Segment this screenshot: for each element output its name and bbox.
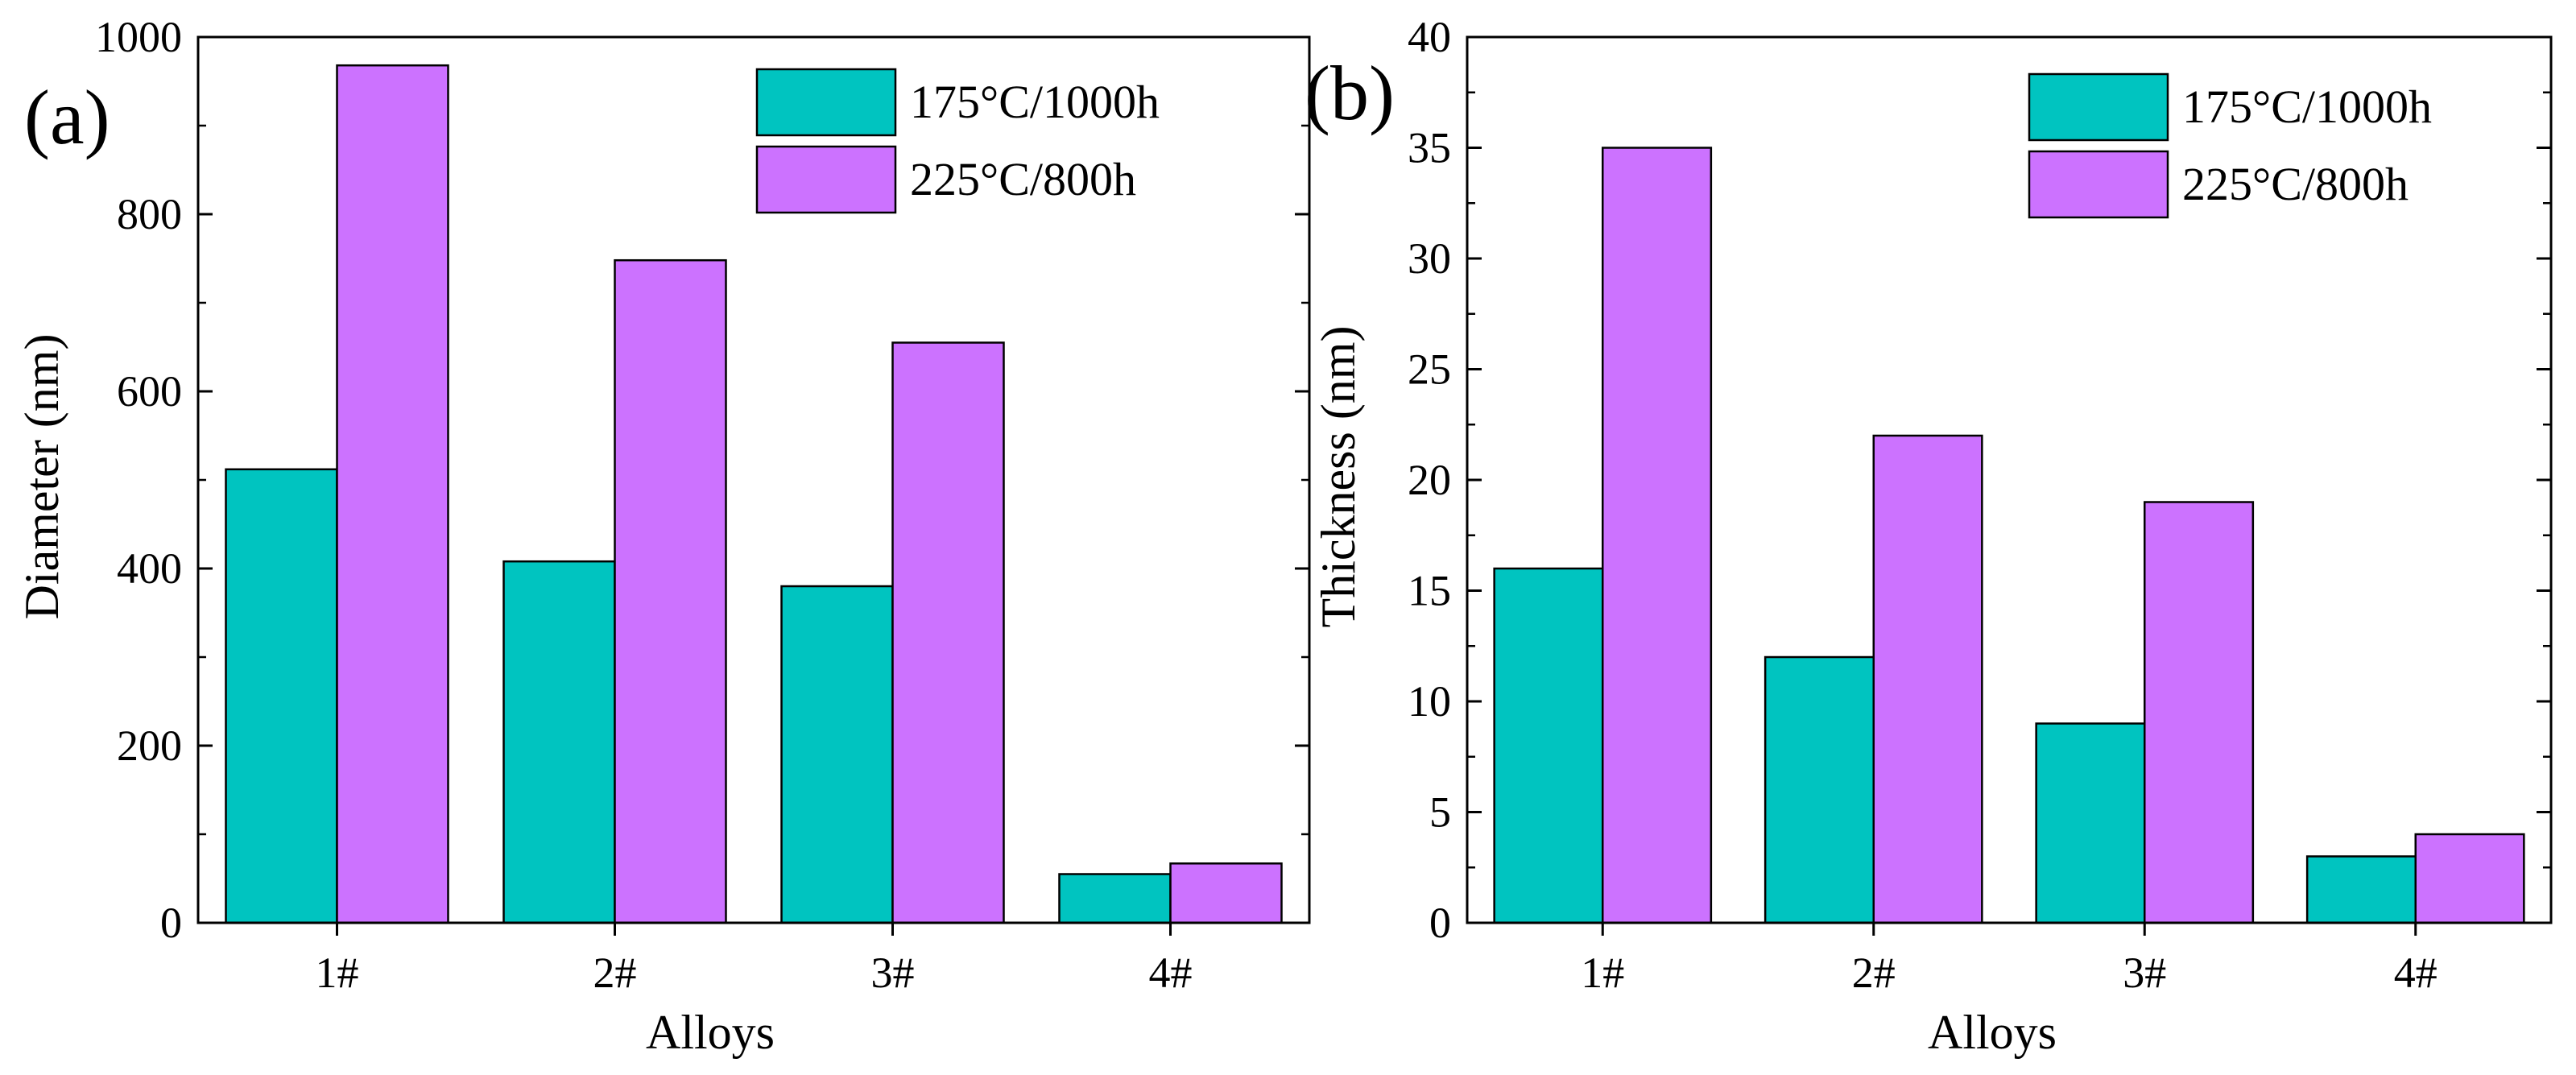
y-tick-label-a: 800 xyxy=(117,190,182,238)
y-tick-label-a: 1000 xyxy=(95,13,182,61)
legend-swatch-a-2 xyxy=(755,145,897,214)
legend-swatch-b-2 xyxy=(2028,150,2169,219)
legend-label-a-1: 175°C/1000h xyxy=(910,76,1160,128)
bar-b-s2-2 xyxy=(1872,434,1983,924)
legend-label-a-2: 225°C/800h xyxy=(910,153,1136,205)
bar-a-s1-4 xyxy=(1058,873,1172,924)
x-axis-title-b: Alloys xyxy=(1928,1006,2057,1059)
y-tick-label-b: 35 xyxy=(1408,124,1451,172)
y-tick-label-b: 15 xyxy=(1408,567,1451,615)
bar-b-s2-1 xyxy=(1602,147,1713,924)
bar-b-s1-3 xyxy=(2035,722,2146,924)
y-tick-label-b: 20 xyxy=(1408,456,1451,504)
plot-frame-b xyxy=(1466,35,2553,924)
y-tick-label-b: 0 xyxy=(1429,899,1451,947)
legend-swatch-b-1 xyxy=(2028,72,2169,142)
legend-swatch-a-1 xyxy=(755,68,897,137)
bar-b-s1-1 xyxy=(1493,567,1604,924)
bar-b-s2-4 xyxy=(2414,833,2525,924)
bars-b xyxy=(1493,147,2525,924)
y-axis-title-a: Diameter (nm) xyxy=(15,334,68,620)
ticks-a: 0 200 400 600 800 1000 1# 2# 3# 4# xyxy=(95,13,1309,997)
y-axis-title-b: Thickness (nm) xyxy=(1312,326,1365,628)
ticks-b: 0 5 10 15 20 25 30 35 40 1# 2# 3# 4# xyxy=(1408,13,2551,997)
bar-a-s2-3 xyxy=(891,341,1005,924)
chart-b: (b) Thickness (nm) Alloys 0 5 10 15 20 25 30 35… xyxy=(1305,13,2553,1059)
bar-a-s1-3 xyxy=(780,585,894,924)
y-tick-label-b: 40 xyxy=(1408,13,1451,61)
bar-a-s2-4 xyxy=(1169,862,1283,924)
legend-label-b-1: 175°C/1000h xyxy=(2182,81,2432,133)
bar-b-s1-4 xyxy=(2305,855,2417,924)
plot-frame-a xyxy=(196,35,1311,924)
legend-label-b-2: 225°C/800h xyxy=(2182,158,2409,210)
x-tick-label-b: 2# xyxy=(1852,949,1896,997)
x-axis-title-a: Alloys xyxy=(646,1006,775,1059)
bar-a-s2-2 xyxy=(614,258,727,924)
panel-label-a: (a) xyxy=(24,74,110,160)
bar-a-s1-2 xyxy=(502,560,616,924)
bars-a xyxy=(225,64,1283,924)
x-tick-label-a: 1# xyxy=(316,949,359,997)
x-tick-label-b: 1# xyxy=(1581,949,1624,997)
y-tick-label-a: 600 xyxy=(117,367,182,416)
y-tick-label-b: 30 xyxy=(1408,234,1451,283)
bar-a-s2-1 xyxy=(336,64,449,924)
y-tick-label-a: 400 xyxy=(117,544,182,593)
y-tick-label-a: 200 xyxy=(117,721,182,770)
panel-label-b: (b) xyxy=(1305,50,1395,136)
chart-a: (a) Diameter (nm) Alloys 0 200 400 600 800 10… xyxy=(15,13,1311,1059)
legend-b: 175°C/1000h 225°C/800h xyxy=(2028,72,2432,219)
x-tick-label-a: 2# xyxy=(593,949,637,997)
x-tick-label-a: 4# xyxy=(1149,949,1193,997)
y-tick-label-b: 25 xyxy=(1408,345,1451,394)
bar-b-s2-3 xyxy=(2144,501,2255,924)
legend-a: 175°C/1000h 225°C/800h xyxy=(755,68,1160,214)
x-tick-label-b: 4# xyxy=(2394,949,2437,997)
y-tick-label-a: 0 xyxy=(160,899,182,947)
bar-a-s1-1 xyxy=(225,468,338,924)
x-tick-label-b: 3# xyxy=(2123,949,2166,997)
x-tick-label-a: 3# xyxy=(871,949,915,997)
y-tick-label-b: 5 xyxy=(1429,788,1451,837)
bar-b-s1-2 xyxy=(1764,655,1875,924)
y-tick-label-b: 10 xyxy=(1408,677,1451,726)
